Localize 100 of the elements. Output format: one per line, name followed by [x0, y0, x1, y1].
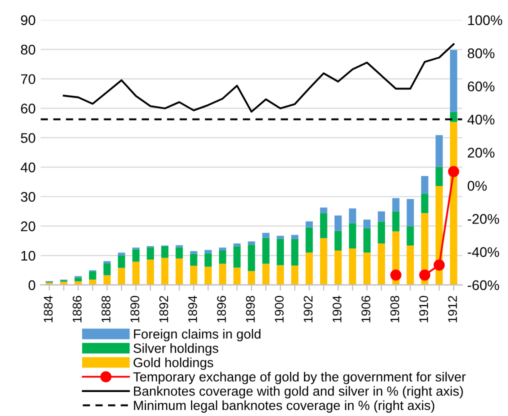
y-tick-label: 80 [20, 44, 36, 55]
x-tick-label: 1900 [274, 296, 284, 322]
y2-tick-label: 0% [468, 180, 487, 191]
bar [276, 238, 284, 266]
bar [421, 194, 428, 214]
x-tick-label: 1904 [332, 296, 342, 322]
bar [118, 268, 126, 285]
legend-label: Minimum legal banknotes coverage in % (right axis) [134, 400, 434, 413]
bar [306, 221, 313, 228]
y-tick-label: 60 [21, 104, 36, 114]
x-tick-label: 1906 [361, 296, 370, 322]
y2-tick-label: 40% [467, 114, 494, 125]
y-tick-label: 20 [21, 221, 36, 232]
x-tick-label: 1886 [72, 296, 82, 322]
bar [392, 211, 400, 232]
bar [262, 232, 270, 238]
bar [363, 220, 371, 228]
bar [74, 278, 82, 282]
point [419, 269, 430, 281]
bar [406, 226, 414, 246]
bar [218, 264, 226, 285]
y2-tick-label: 100% [468, 15, 502, 26]
bar [450, 112, 458, 122]
bar [218, 250, 226, 264]
bar [348, 208, 356, 224]
y-tick-label: 0 [28, 280, 36, 290]
bar [146, 260, 154, 285]
y-tick-label: 40 [20, 162, 36, 172]
bar [306, 252, 313, 285]
bar [320, 208, 328, 214]
bar [248, 271, 256, 285]
y2-tick-label: -60% [468, 280, 500, 290]
bar [176, 247, 183, 258]
x-tick-label: 1884 [44, 296, 53, 322]
y2-tick-label: -40% [468, 247, 500, 258]
bar [218, 248, 226, 251]
bar [363, 228, 371, 253]
bar [363, 252, 371, 285]
x-tick-label: 1912 [448, 296, 457, 322]
point [448, 166, 460, 178]
bar [378, 211, 386, 222]
bar [320, 213, 328, 238]
x-tick-label: 1898 [246, 296, 255, 322]
bar [291, 239, 298, 266]
legend-label: Banknotes coverage with gold and silver in % (right axis) [134, 386, 463, 398]
legend-label: Foreign claims in gold [134, 328, 260, 342]
bar [190, 266, 198, 285]
bar [190, 251, 198, 254]
x-tick-label: 1910 [419, 296, 428, 322]
x-tick-label: 1896 [217, 296, 226, 322]
bar [103, 275, 111, 285]
bar [450, 50, 458, 112]
bar [348, 223, 356, 248]
legend-label: Temporary exchange of gold by the government for silver [133, 372, 466, 384]
bar [132, 262, 140, 285]
x-tick-label: 1890 [130, 296, 140, 322]
bar [334, 250, 342, 285]
bar [291, 234, 298, 240]
bar [248, 244, 256, 272]
bar [204, 250, 212, 254]
x-tick-label: 1892 [159, 296, 168, 322]
bar [262, 238, 270, 264]
x-tick-label: 1908 [390, 296, 400, 322]
bar [233, 246, 241, 268]
bar [406, 246, 414, 285]
y-tick-label: 70 [21, 74, 36, 84]
bar [276, 265, 284, 285]
x-tick-label: 1902 [304, 296, 313, 322]
y-tick-label: 50 [20, 133, 36, 143]
bar [176, 258, 183, 285]
bar [291, 266, 298, 285]
x-tick-label: 1888 [102, 296, 110, 322]
bar [161, 246, 168, 258]
bar [306, 227, 313, 253]
y2-tick-label: 60% [468, 82, 494, 92]
bar [118, 255, 126, 268]
bar [436, 135, 443, 167]
bar [262, 264, 270, 285]
bar [233, 268, 241, 285]
y-tick-label: 90 [20, 15, 36, 26]
bar [378, 222, 386, 244]
bar [204, 253, 212, 267]
bar [89, 271, 96, 280]
bar [406, 198, 414, 226]
y2-tick-label: 80% [468, 48, 494, 58]
y2-tick-label: -20% [468, 214, 500, 224]
bar [334, 215, 342, 231]
bar [233, 243, 241, 246]
bar [190, 254, 198, 266]
bar [334, 230, 342, 251]
bar [161, 258, 168, 285]
bar [320, 238, 328, 285]
point [434, 260, 445, 271]
y-tick-label: 10 [21, 250, 36, 261]
bar [392, 198, 400, 212]
bar [146, 248, 154, 260]
bar [348, 248, 356, 285]
bar [204, 266, 212, 285]
y2-tick-label: 20% [468, 148, 494, 158]
bar [421, 176, 428, 194]
